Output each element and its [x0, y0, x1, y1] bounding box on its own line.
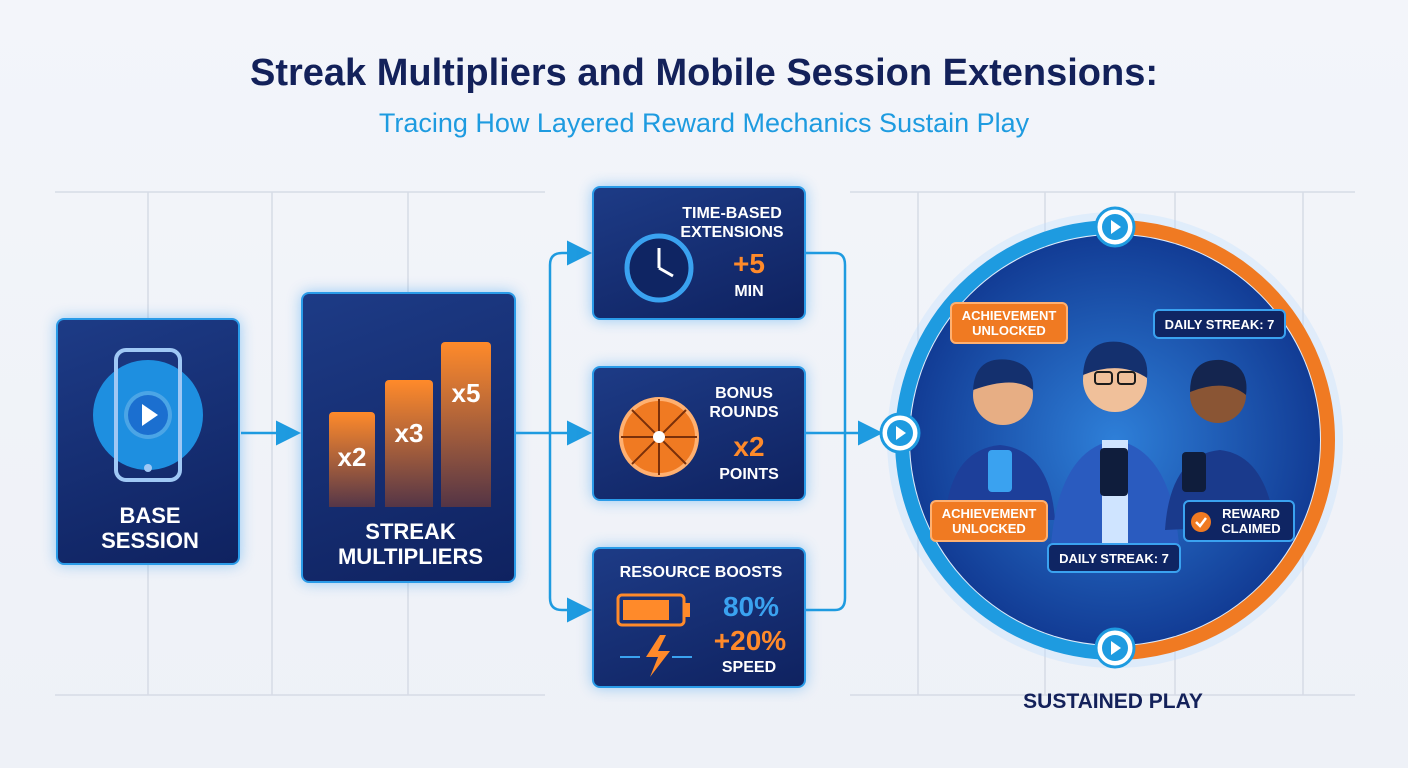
- decoration: [1114, 220, 1335, 660]
- extension-title: TIME-BASED EXTENSIONS: [680, 205, 784, 241]
- title: Streak Multipliers and Mobile Session Ex…: [250, 52, 1158, 94]
- phone-icon: [93, 348, 203, 482]
- extension-title: BONUS ROUNDS: [709, 385, 779, 421]
- decoration: [1111, 220, 1121, 234]
- decoration: [806, 433, 847, 612]
- decoration: [1191, 512, 1211, 532]
- time-extension-card: TIME-BASED EXTENSIONS +5 MIN: [592, 186, 806, 320]
- decoration: [1111, 641, 1121, 655]
- decoration: [1182, 452, 1206, 492]
- decoration: [114, 348, 182, 482]
- streak-bar: [441, 342, 491, 507]
- decoration: [806, 251, 847, 433]
- decoration: [988, 450, 1012, 492]
- decoration: [973, 359, 1034, 390]
- extension-value: +5: [733, 248, 765, 279]
- extension-title: RESOURCE BOOSTS: [619, 564, 783, 581]
- badge: REWARD CLAIMED: [1183, 500, 1295, 542]
- decoration: [623, 600, 669, 620]
- battery-icon: [616, 593, 692, 677]
- extension-unit: POINTS: [719, 466, 779, 483]
- resource-boosts-card: RESOURCE BOOSTS 80% +20% SPEED: [592, 547, 806, 688]
- clock-icon: [624, 233, 694, 303]
- decoration: [658, 266, 674, 278]
- decoration: [896, 426, 906, 440]
- multiplier: x5: [451, 378, 481, 408]
- decoration: [548, 433, 592, 623]
- streak-bar: [385, 380, 433, 507]
- base-session-card: BASE SESSION: [56, 318, 240, 565]
- extension-unit: MIN: [734, 283, 764, 300]
- streak-label: STREAK MULTIPLIERS: [337, 519, 484, 569]
- badge: ACHIEVEMENT UNLOCKED: [950, 302, 1068, 344]
- check-icon: [1191, 512, 1211, 532]
- decoration: [646, 635, 670, 677]
- decoration: [1117, 371, 1136, 385]
- subtitle: Tracing How Layered Reward Mechanics Sus…: [378, 108, 1030, 138]
- streak-bar: [329, 412, 375, 507]
- sustained-play-label: SUSTAINED PLAY: [1023, 690, 1203, 713]
- streak-card: x2 x3 x5 STREAK MULTIPLIERS: [301, 292, 516, 583]
- extension-value: x2: [733, 431, 765, 462]
- badge: DAILY STREAK: 7: [1153, 309, 1286, 339]
- decoration: [653, 431, 665, 443]
- base-session-label: BASE SESSION: [101, 503, 199, 553]
- decoration: [1083, 341, 1148, 378]
- badge: DAILY STREAK: 7: [1047, 543, 1181, 573]
- decoration: [1094, 371, 1113, 385]
- decoration: [1190, 359, 1247, 395]
- connectors: [241, 240, 883, 623]
- multiplier: x3: [394, 418, 424, 448]
- decoration: [142, 404, 158, 426]
- bonus-rounds-card: BONUS ROUNDS x2 POINTS: [592, 366, 806, 501]
- decoration: [684, 603, 690, 617]
- extension-value: 80%: [722, 591, 780, 622]
- extension-value: +20%: [713, 625, 787, 656]
- decoration: [548, 240, 592, 433]
- badge: ACHIEVEMENT UNLOCKED: [930, 500, 1048, 542]
- decoration: [1100, 448, 1128, 496]
- decoration: [144, 464, 152, 472]
- multiplier: x2: [337, 442, 367, 472]
- extension-unit: SPEED: [721, 659, 777, 676]
- wheel-icon: [619, 397, 699, 477]
- play-buttons: [879, 206, 1136, 669]
- decoration: [1195, 517, 1207, 528]
